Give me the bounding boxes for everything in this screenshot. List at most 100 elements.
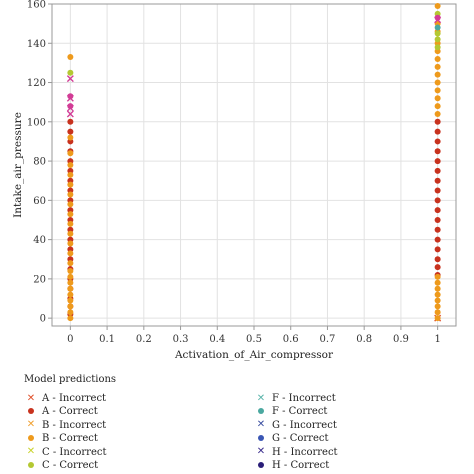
y-tick-label: 40 bbox=[33, 235, 46, 246]
x-tick-label: 0.1 bbox=[99, 334, 115, 345]
data-point bbox=[434, 315, 441, 322]
data-point bbox=[434, 36, 441, 43]
data-point bbox=[434, 216, 441, 223]
legend-item: ✕ F - Incorrect bbox=[254, 392, 338, 405]
x-tick-label: 0.7 bbox=[320, 334, 336, 345]
data-point bbox=[67, 103, 74, 110]
data-point bbox=[67, 260, 74, 267]
legend-label: C - Correct bbox=[42, 459, 99, 471]
legend-item: ✕ B - Incorrect bbox=[24, 419, 107, 432]
data-point bbox=[434, 273, 441, 280]
data-point bbox=[67, 220, 74, 227]
data-point bbox=[67, 315, 74, 322]
dot-marker-icon bbox=[24, 407, 38, 417]
axis-ticks: 0 0.1 0.2 0.3 0.4 0.5 0.6 0.7 0.8 0.9 1 0 20 40 60 80 10… bbox=[27, 0, 441, 345]
legend-label: F - Correct bbox=[272, 406, 328, 418]
data-point bbox=[67, 54, 74, 61]
data-point bbox=[434, 148, 441, 155]
data-point bbox=[67, 240, 74, 247]
data-point bbox=[434, 103, 441, 110]
y-tick-label: 0 bbox=[40, 314, 46, 325]
data-point bbox=[434, 158, 441, 165]
legend-column-right: ✕ F - Incorrect F - Correct ✕ G - Incorrect G… bbox=[254, 392, 338, 472]
x-tick-label: 0.2 bbox=[136, 334, 152, 345]
data-point bbox=[434, 128, 441, 135]
data-point bbox=[434, 177, 441, 184]
data-point bbox=[67, 303, 74, 310]
legend-item: A - Correct bbox=[24, 405, 107, 418]
data-point bbox=[67, 279, 74, 286]
legend-label: F - Incorrect bbox=[272, 393, 336, 404]
x-tick-label: 0.5 bbox=[246, 334, 262, 345]
data-point bbox=[66, 110, 74, 118]
data-point bbox=[434, 226, 441, 233]
data-point bbox=[67, 297, 74, 304]
x-tick-label: 0.8 bbox=[356, 334, 372, 345]
legend-label: A - Correct bbox=[42, 406, 98, 418]
y-tick-label: 120 bbox=[27, 78, 46, 89]
legend-label: H - Incorrect bbox=[272, 446, 338, 458]
legend-label: G - Incorrect bbox=[272, 419, 337, 431]
legend-item: ✕ H - Incorrect bbox=[254, 446, 338, 459]
legend-label: B - Incorrect bbox=[42, 419, 107, 431]
data-point bbox=[434, 264, 441, 271]
data-point bbox=[67, 150, 74, 157]
dot-marker-icon bbox=[24, 434, 38, 444]
dot-marker-icon bbox=[254, 434, 268, 444]
legend-label: A - Incorrect bbox=[42, 393, 107, 404]
data-point bbox=[67, 181, 74, 188]
data-point bbox=[434, 207, 441, 214]
data-point bbox=[67, 171, 74, 178]
data-point bbox=[434, 285, 441, 292]
data-point bbox=[434, 110, 441, 117]
data-point bbox=[67, 191, 74, 198]
dot-marker-icon bbox=[24, 461, 38, 471]
legend-item: C - Correct bbox=[24, 459, 107, 472]
data-point bbox=[434, 87, 441, 94]
data-points bbox=[66, 2, 442, 322]
legend-item: ✕ C - Incorrect bbox=[24, 446, 107, 459]
cross-marker-icon: ✕ bbox=[26, 392, 36, 404]
data-point bbox=[67, 230, 74, 237]
data-point bbox=[434, 256, 441, 263]
legend-item: ✕ G - Incorrect bbox=[254, 419, 338, 432]
data-point bbox=[67, 118, 74, 125]
data-point bbox=[434, 14, 441, 21]
x-tick-label: 0.4 bbox=[209, 334, 225, 345]
cross-marker-icon: ✕ bbox=[26, 419, 36, 431]
data-point bbox=[67, 291, 74, 298]
legend-item: G - Correct bbox=[254, 432, 338, 445]
data-point bbox=[67, 285, 74, 292]
data-point bbox=[434, 71, 441, 78]
cross-marker-icon: ✕ bbox=[256, 392, 266, 404]
data-point bbox=[67, 93, 74, 100]
x-tick-label: 0.3 bbox=[173, 334, 189, 345]
data-point bbox=[434, 63, 441, 70]
data-point bbox=[66, 75, 74, 83]
y-axis-label: Intake_air_pressure bbox=[12, 112, 24, 218]
data-point bbox=[434, 236, 441, 243]
y-tick-label: 80 bbox=[33, 157, 46, 168]
legend-item: F - Correct bbox=[254, 405, 338, 418]
data-point bbox=[434, 309, 441, 316]
y-tick-label: 60 bbox=[33, 196, 46, 207]
data-point bbox=[434, 303, 441, 310]
data-point bbox=[67, 201, 74, 208]
legend-item: H - Correct bbox=[254, 459, 338, 472]
data-point bbox=[67, 211, 74, 218]
y-tick-label: 20 bbox=[33, 274, 46, 285]
data-point bbox=[434, 30, 441, 37]
legend-item: B - Correct bbox=[24, 432, 107, 445]
legend-label: B - Correct bbox=[42, 433, 98, 445]
data-point bbox=[434, 79, 441, 86]
data-point bbox=[434, 279, 441, 286]
y-tick-label: 160 bbox=[27, 0, 46, 11]
legend: Model predictions ✕ A - Incorrect A - Corr… bbox=[22, 372, 462, 472]
data-point bbox=[434, 197, 441, 204]
data-point bbox=[434, 24, 441, 31]
data-point bbox=[434, 138, 441, 145]
data-point bbox=[67, 128, 74, 135]
legend-label: G - Correct bbox=[272, 433, 329, 445]
data-point bbox=[67, 162, 74, 168]
x-tick-label: 0 bbox=[67, 334, 73, 345]
